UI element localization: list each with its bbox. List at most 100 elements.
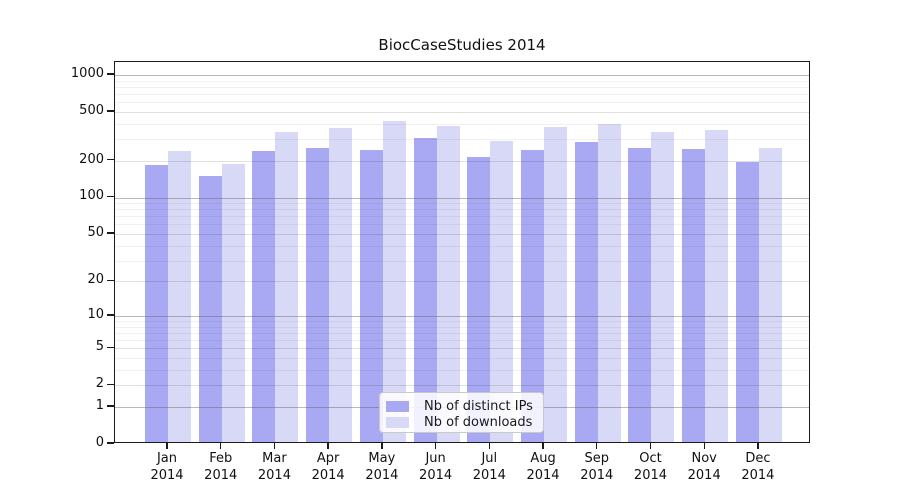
bar-downloads [544, 127, 568, 442]
bar-distinct-ips [574, 141, 598, 442]
gridline-6 [115, 340, 809, 342]
gridline-3 [115, 369, 809, 371]
y-tick-2 [107, 383, 114, 385]
y-tick-50 [107, 232, 114, 234]
bar-distinct-ips [735, 161, 759, 442]
bar-downloads [168, 151, 191, 442]
bar-downloads [436, 125, 460, 442]
gridline-200 [115, 160, 809, 162]
gridline-20 [115, 281, 809, 283]
bar-downloads [275, 132, 299, 442]
gridline-800 [115, 86, 809, 88]
legend: Nb of distinct IPs Nb of downloads [379, 392, 544, 433]
gridline-9 [115, 321, 809, 322]
gridline-2 [115, 385, 809, 387]
y-tick-500 [107, 110, 114, 112]
x-tick-8 [542, 443, 544, 449]
gridline-7 [115, 332, 809, 334]
gridline-500 [115, 111, 809, 113]
y-tick-20 [107, 279, 114, 282]
plot-area [114, 61, 810, 443]
legend-swatch-downloads [386, 417, 409, 428]
x-tick-label-8: Aug 2014 [526, 451, 560, 483]
x-tick-1 [166, 443, 168, 449]
x-tick-12 [757, 443, 759, 449]
gridline-40 [115, 245, 809, 247]
bar-distinct-ips [198, 175, 222, 442]
gridline-4 [115, 358, 809, 359]
bar-downloads [382, 121, 406, 442]
x-tick-label-9: Sep 2014 [580, 451, 614, 483]
legend-item-downloads: Nb of downloads [386, 415, 535, 430]
legend-label-distinct-ips: Nb of distinct IPs [424, 398, 533, 414]
gridline-5 [115, 348, 809, 350]
bar-downloads [758, 147, 782, 442]
bar-downloads [705, 130, 729, 442]
x-tick-3 [273, 443, 276, 449]
x-tick-label-6: Jun 2014 [419, 451, 453, 483]
x-tick-11 [703, 443, 705, 449]
gridline-600 [115, 102, 809, 104]
y-tick-100 [107, 195, 114, 198]
y-tick-label-1: 1 [95, 397, 104, 413]
bar-distinct-ips [306, 147, 330, 442]
x-tick-label-11: Nov 2014 [687, 451, 721, 483]
x-tick-7 [488, 443, 490, 449]
y-tick-10 [107, 314, 114, 316]
gridline-100 [115, 197, 809, 199]
bar-downloads [490, 140, 514, 442]
y-tick-label-10: 10 [87, 306, 104, 322]
y-tick-200 [107, 159, 114, 161]
legend-label-downloads: Nb of downloads [424, 414, 533, 430]
y-tick-label-50: 50 [87, 224, 104, 240]
x-tick-label-2: Feb 2014 [204, 451, 238, 483]
gridline-900 [115, 80, 809, 82]
x-tick-label-12: Dec 2014 [741, 451, 775, 483]
y-tick-0 [107, 442, 114, 444]
gridline-50 [115, 234, 809, 235]
legend-swatch-distinct-ips [386, 401, 409, 412]
bar-distinct-ips [467, 156, 491, 442]
gridline-700 [115, 94, 809, 95]
y-tick-1 [107, 405, 114, 407]
x-tick-label-3: Mar 2014 [257, 451, 291, 483]
chart-title: BiocCaseStudies 2014 [378, 36, 546, 54]
y-tick-label-2: 2 [95, 376, 104, 392]
bar-distinct-ips [413, 138, 437, 442]
y-tick-1000 [107, 73, 114, 75]
y-tick-label-200: 200 [79, 151, 104, 167]
bar-distinct-ips [145, 164, 168, 442]
bar-distinct-ips [359, 149, 383, 442]
legend-item-distinct-ips: Nb of distinct IPs [386, 399, 535, 414]
x-tick-label-5: May 2014 [365, 451, 399, 483]
x-tick-10 [649, 443, 652, 449]
x-tick-label-4: Apr 2014 [311, 451, 345, 483]
bar-downloads [329, 128, 353, 442]
bar-downloads [221, 164, 245, 442]
x-tick-label-7: Jul 2014 [472, 451, 506, 483]
y-tick-label-20: 20 [87, 272, 104, 288]
x-tick-label-1: Jan 2014 [150, 451, 184, 483]
y-tick-label-500: 500 [79, 102, 104, 118]
bar-distinct-ips [252, 151, 276, 442]
x-tick-2 [220, 443, 222, 449]
x-tick-label-10: Oct 2014 [633, 451, 668, 483]
y-tick-5 [107, 346, 114, 348]
bar-downloads [651, 132, 675, 442]
x-tick-4 [327, 443, 329, 449]
gridline-8 [115, 326, 809, 328]
gridline-60 [115, 224, 809, 226]
gridline-1000 [115, 74, 809, 76]
gridline-70 [115, 216, 809, 218]
gridline-30 [115, 260, 809, 262]
gridline-90 [115, 203, 809, 204]
x-tick-5 [381, 443, 383, 449]
y-tick-label-5: 5 [95, 339, 104, 355]
x-tick-9 [596, 443, 598, 449]
bar-distinct-ips [521, 149, 545, 442]
gridline-10 [115, 315, 809, 317]
x-tick-6 [434, 443, 437, 449]
y-tick-label-1000: 1000 [70, 65, 104, 81]
gridline-400 [115, 123, 809, 125]
